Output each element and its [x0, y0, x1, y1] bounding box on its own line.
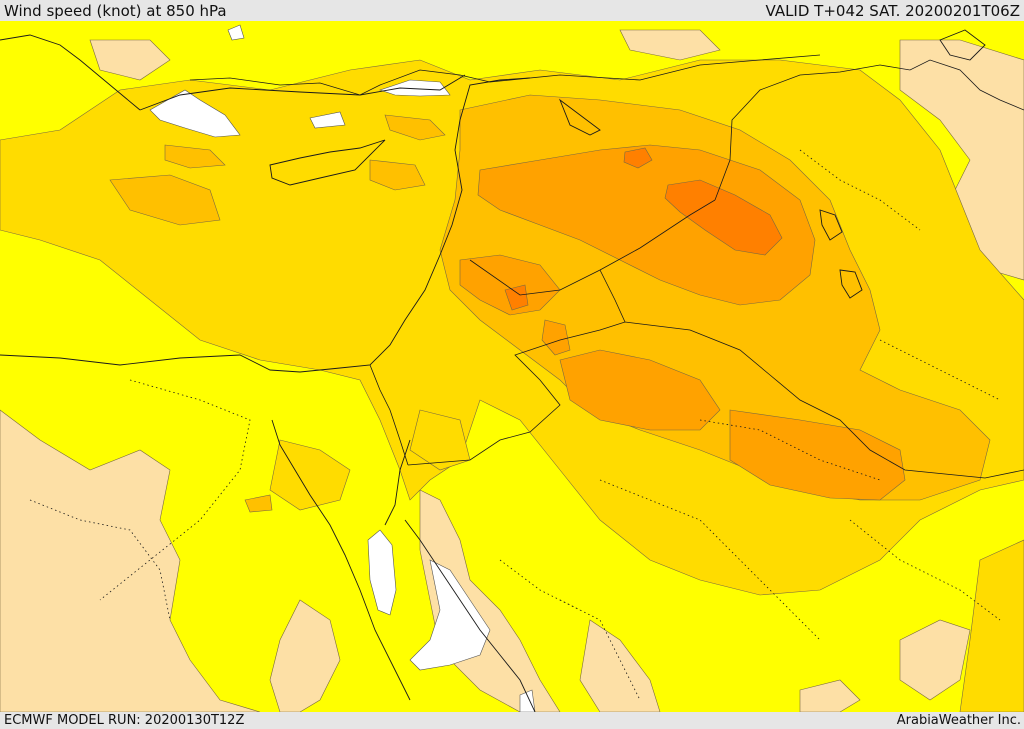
very-strong-wind-areas: [459, 144, 906, 501]
credit: ArabiaWeather Inc.: [896, 713, 1021, 728]
province-boundaries: [29, 149, 1001, 701]
valid-time: VALID T+042 SAT. 20200201T06Z: [765, 1, 1020, 20]
footer-bar: ECMWF MODEL RUN: 20200130T12Z ArabiaWeat…: [0, 712, 1024, 729]
model-run: ECMWF MODEL RUN: 20200130T12Z: [4, 713, 245, 728]
map-title: Wind speed (knot) at 850 hPa: [4, 1, 227, 20]
wind-speed-map: [0, 21, 1024, 712]
peak-wind-core: [504, 147, 783, 311]
country-borders: [189, 54, 1024, 479]
header-bar: Wind speed (knot) at 850 hPa VALID T+042…: [0, 0, 1024, 21]
coastlines: [0, 29, 986, 712]
